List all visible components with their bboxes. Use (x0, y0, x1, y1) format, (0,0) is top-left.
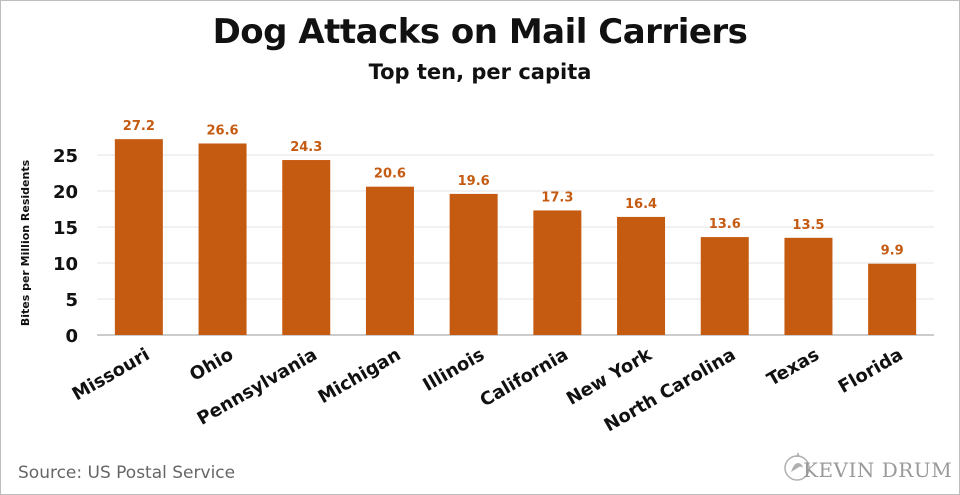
x-tick-label: Missouri (69, 344, 154, 405)
data-label: 26.6 (207, 123, 239, 138)
data-label: 20.6 (374, 167, 406, 182)
y-tick-label: 15 (53, 218, 78, 239)
chart-subtitle: Top ten, per capita (368, 60, 592, 84)
y-tick-label: 5 (65, 290, 78, 311)
y-tick-label: 10 (53, 254, 78, 275)
y-tick-label: 0 (65, 326, 78, 347)
bar (198, 143, 247, 335)
data-label: 17.3 (541, 190, 573, 205)
bar (282, 160, 331, 335)
data-labels: 27.2 26.6 24.3 20.6 19.6 17.3 16.4 13.6 13.5 9.9 (123, 119, 904, 259)
bar (114, 139, 163, 335)
x-tick-label: Michigan (315, 344, 405, 408)
bar (365, 186, 414, 335)
x-tick-label: Ohio (186, 344, 237, 386)
y-tick-label: 25 (53, 146, 78, 167)
data-label: 24.3 (290, 140, 322, 155)
bar (617, 216, 666, 335)
x-tick-label: California (477, 344, 572, 411)
bar (449, 193, 498, 335)
data-label: 19.6 (458, 174, 490, 189)
bars (114, 139, 917, 335)
data-label: 27.2 (123, 119, 155, 134)
bar (700, 237, 749, 335)
data-label: 13.5 (792, 218, 824, 233)
data-label: 16.4 (625, 197, 657, 212)
logo-icon (784, 452, 810, 481)
y-axis-ticks: 0 5 10 15 20 25 (53, 146, 78, 347)
source-note: Source: US Postal Service (18, 463, 236, 483)
logo-text: KEVIN DRUM (803, 458, 953, 482)
x-tick-label: Florida (835, 344, 907, 398)
bar (784, 237, 833, 335)
bar (868, 263, 917, 335)
x-tick-label: Illinois (419, 344, 488, 396)
data-label: 13.6 (709, 217, 741, 232)
data-label: 9.9 (881, 244, 904, 259)
y-axis-label: Bites per Million Residents (19, 159, 32, 326)
chart-title: Dog Attacks on Mail Carriers (212, 12, 748, 52)
bar (533, 210, 582, 335)
x-tick-label: Texas (763, 344, 822, 390)
y-tick-label: 20 (53, 182, 78, 203)
